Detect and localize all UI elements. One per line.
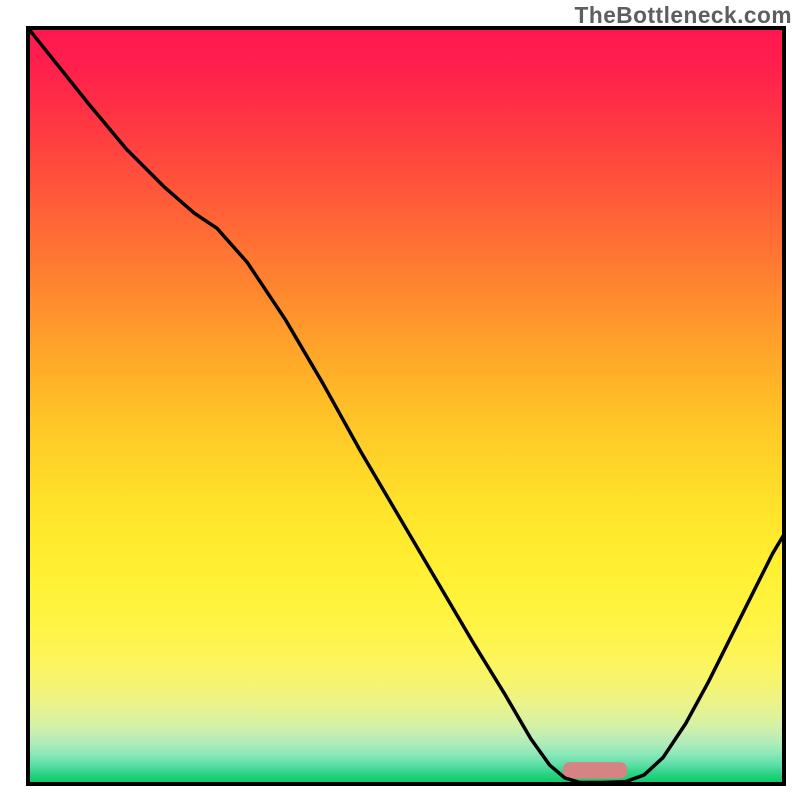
- bottleneck-chart: [0, 0, 800, 800]
- gradient-background: [28, 28, 784, 784]
- chart-container: TheBottleneck.com: [0, 0, 800, 800]
- optimal-range-marker: [563, 762, 627, 779]
